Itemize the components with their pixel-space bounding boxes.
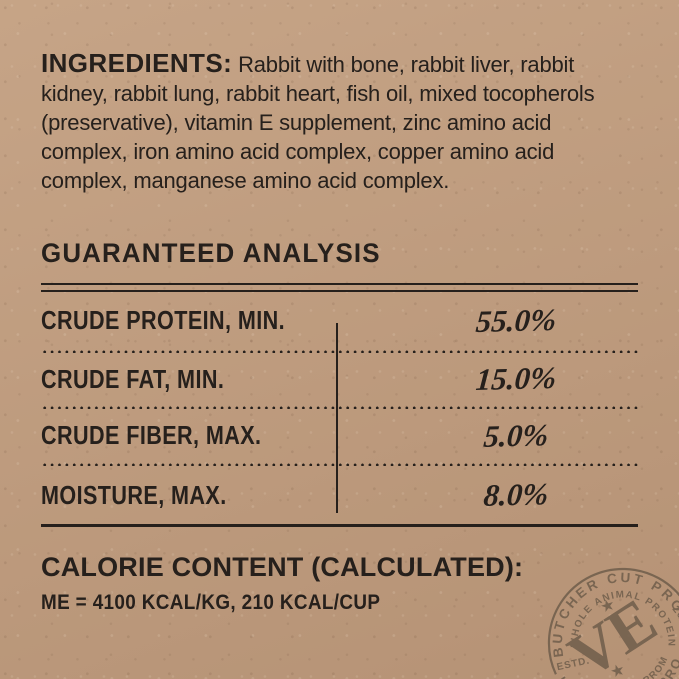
star-icon: ★ [609,661,626,679]
star-icon: ★ [599,596,616,615]
table-row-crude-fat: CRUDE FAT, MIN. 15.0% [41,353,638,405]
row-value: 55.0% [474,301,558,339]
table-column-divider [336,323,338,513]
row-label: CRUDE PROTEIN, MIN. [41,305,286,335]
row-label: CRUDE FIBER, MAX. [41,420,262,450]
guaranteed-analysis-title: GUARANTEED ANALYSIS [41,238,381,268]
ingredients-paragraph: INGREDIENTS: Rabbit with bone, rabbit li… [41,49,642,195]
ingredients-text: Rabbit with bone, rabbit liver, rabbit k… [41,52,595,193]
stamp-year-fragment: 200 [670,603,679,627]
ingredients-heading: INGREDIENTS: [41,48,233,78]
row-label: CRUDE FAT, MIN. [41,363,225,394]
row-value: 5.0% [482,416,550,454]
stamp-ring-top-arc [547,567,679,675]
table-row-moisture: MOISTURE, MAX. 8.0% [41,466,638,524]
dotted-separator [41,462,638,466]
calorie-content-detail: ME = 4100 KCAL/KG, 210 KCAL/CUP [41,591,381,614]
guaranteed-analysis-table: CRUDE PROTEIN, MIN. 55.0% CRUDE FAT, MIN… [41,283,638,527]
table-bottom-rule [41,524,638,527]
dotted-separator [41,405,638,409]
row-value: 8.0% [482,476,550,513]
dotted-separator [41,349,638,353]
table-row-crude-protein: CRUDE PROTEIN, MIN. 55.0% [41,292,638,349]
row-label: MOISTURE, MAX. [41,479,227,510]
table-row-crude-fiber: CRUDE FIBER, MAX. 5.0% [41,409,638,462]
calorie-content-title: CALORIE CONTENT (CALCULATED): [41,552,524,582]
butcher-cut-protein-stamp: BUTCHER CUT PROTEIN WHOLE ANIMAL PROTEIN… [547,567,679,679]
table-top-double-rule [41,283,638,292]
row-value: 15.0% [474,359,558,398]
